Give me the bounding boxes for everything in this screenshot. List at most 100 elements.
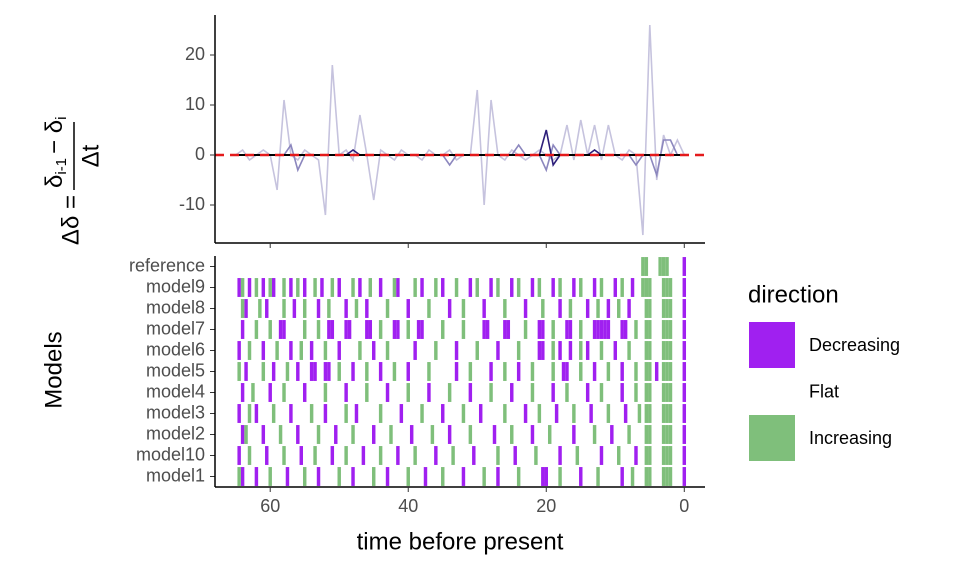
tile	[247, 278, 252, 297]
tile	[265, 446, 269, 465]
tile	[278, 425, 283, 444]
tile	[254, 278, 259, 297]
tile	[558, 341, 562, 360]
tile	[237, 467, 241, 486]
tile	[392, 320, 397, 339]
tile	[568, 299, 573, 318]
tile	[620, 320, 624, 339]
tile	[634, 362, 638, 381]
x-axis-title: time before present	[357, 528, 564, 555]
legend-label: Increasing	[809, 428, 892, 448]
tile	[441, 404, 445, 423]
tile	[537, 320, 542, 339]
tile	[599, 446, 604, 465]
tile	[682, 320, 687, 339]
tile	[606, 299, 611, 318]
tile	[682, 383, 687, 402]
tile	[644, 278, 649, 297]
tile	[282, 278, 286, 297]
legend-label: Decreasing	[809, 335, 900, 355]
tile	[244, 362, 248, 381]
tile	[510, 278, 514, 297]
tile	[416, 320, 421, 339]
tile	[344, 320, 348, 339]
tile	[644, 425, 649, 444]
tile	[358, 341, 362, 360]
tile	[661, 278, 666, 297]
tile	[599, 278, 604, 297]
tile	[261, 362, 266, 381]
tile	[385, 299, 390, 318]
tile	[503, 404, 507, 423]
tile	[313, 278, 317, 297]
tile	[441, 467, 445, 486]
tile	[516, 467, 521, 486]
tile	[271, 362, 276, 381]
tile	[579, 362, 583, 381]
tile	[237, 446, 241, 465]
x-tick-label: 40	[398, 496, 418, 516]
tile	[330, 278, 335, 297]
tile	[254, 404, 259, 423]
legend-swatch	[749, 322, 795, 368]
tile	[558, 446, 562, 465]
tile	[641, 278, 645, 297]
y-label-den: Δt	[77, 144, 104, 167]
tile	[268, 383, 272, 402]
tile	[617, 446, 621, 465]
tile	[434, 446, 438, 465]
tile	[385, 341, 390, 360]
tile	[378, 446, 383, 465]
tile	[285, 467, 290, 486]
tile	[413, 446, 417, 465]
tile	[592, 278, 597, 297]
tile	[561, 362, 566, 381]
tile	[327, 299, 331, 318]
tile	[323, 362, 328, 381]
tile	[278, 320, 283, 339]
tile	[251, 383, 255, 402]
tile	[447, 299, 452, 318]
tile	[454, 362, 459, 381]
tile	[378, 278, 383, 297]
tile	[579, 320, 583, 339]
tile	[261, 278, 266, 297]
y-tick-label: model5	[146, 360, 205, 380]
tile	[351, 425, 355, 444]
tile	[510, 425, 514, 444]
tile	[585, 299, 590, 318]
tile	[596, 467, 600, 486]
tile	[661, 446, 666, 465]
tile	[620, 278, 624, 297]
y-tick-label: model4	[146, 381, 205, 401]
legend-title: direction	[748, 281, 839, 308]
x-tick-label: 20	[536, 496, 556, 516]
tile	[648, 320, 652, 339]
tile	[648, 341, 652, 360]
tile	[261, 341, 266, 360]
tile	[530, 362, 535, 381]
tile	[275, 341, 279, 360]
tile	[579, 341, 583, 360]
tile	[547, 425, 552, 444]
tile	[468, 278, 473, 297]
tile	[409, 425, 414, 444]
tile	[396, 278, 400, 297]
tile	[516, 362, 521, 381]
tile	[427, 362, 431, 381]
tile	[420, 320, 424, 339]
tile	[503, 362, 507, 381]
tile	[599, 320, 604, 339]
tile	[427, 383, 431, 402]
y-tick-label: reference	[129, 255, 205, 275]
x-tick-label: 0	[679, 496, 689, 516]
tile	[296, 278, 300, 297]
tile	[240, 467, 245, 486]
tile	[365, 383, 369, 402]
tile	[668, 362, 673, 381]
tile	[620, 383, 624, 402]
tile	[247, 446, 252, 465]
x-tick-label: 60	[260, 496, 280, 516]
tile	[265, 299, 269, 318]
